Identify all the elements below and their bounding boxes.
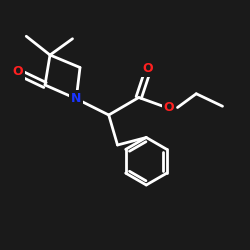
Text: O: O [12, 65, 23, 78]
Text: O: O [142, 62, 153, 75]
Text: N: N [71, 92, 82, 105]
Text: O: O [164, 101, 174, 114]
